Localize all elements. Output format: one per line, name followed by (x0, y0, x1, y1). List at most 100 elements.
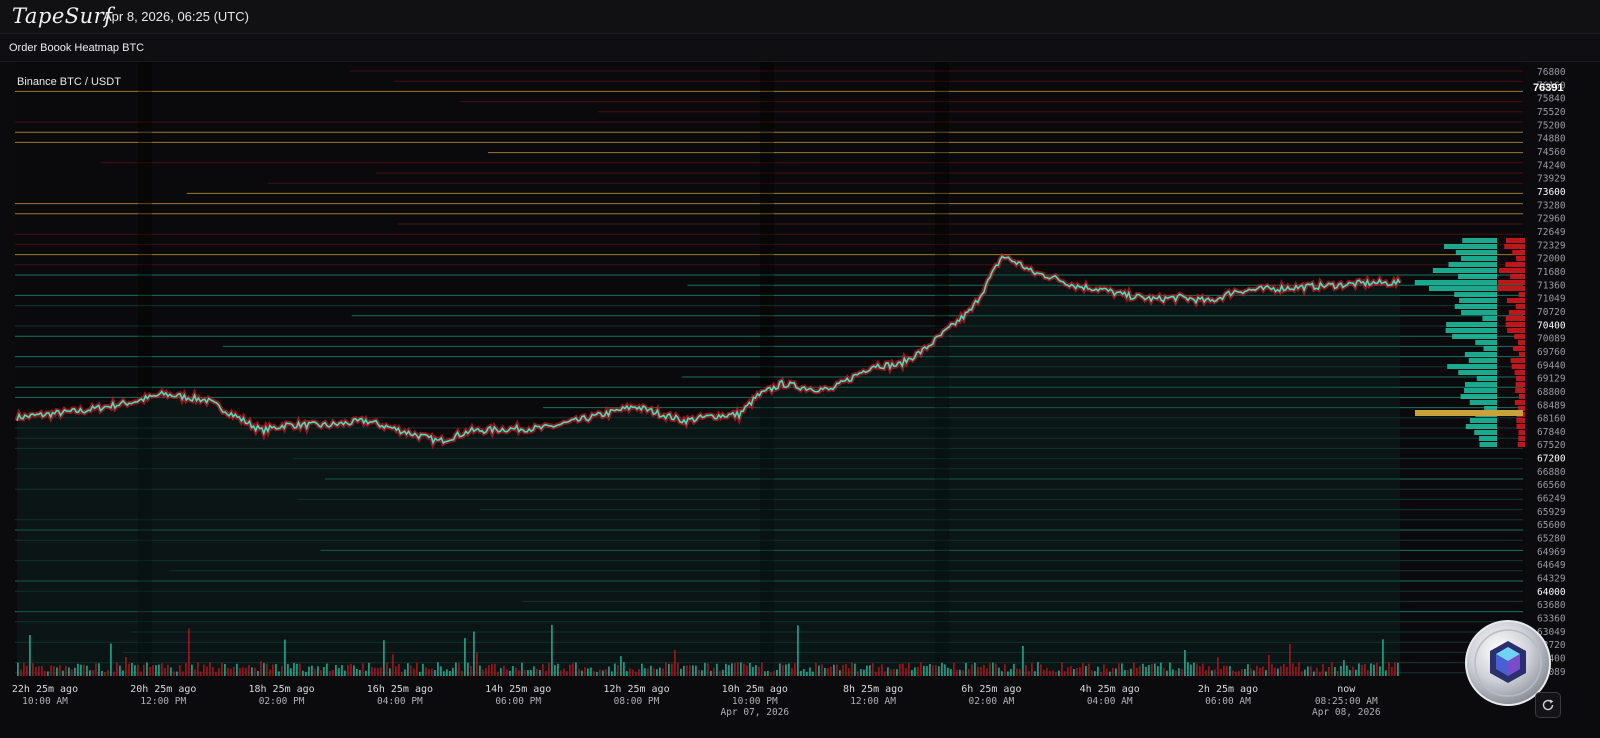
volume-bar (929, 663, 931, 676)
volume-bar (941, 662, 943, 676)
volume-bar (479, 665, 481, 676)
volume-bar (1130, 668, 1132, 676)
volume-bar (149, 666, 151, 676)
volume-bar (1190, 664, 1192, 676)
price-tick-label: 72960 (1537, 214, 1566, 225)
volume-bar (1391, 666, 1393, 676)
volume-bar (152, 665, 154, 676)
volume-bar (728, 665, 730, 676)
depth-bar-ask (1505, 316, 1525, 321)
volume-bar (1073, 669, 1075, 676)
volume-bar (1361, 664, 1363, 676)
volume-bar (707, 663, 709, 676)
volume-bar (1298, 662, 1300, 676)
price-tick-label: 73280 (1537, 200, 1566, 211)
depth-bar-bid (1454, 292, 1497, 297)
volume-bar (212, 667, 214, 676)
volume-bar (1106, 668, 1108, 676)
volume-bar (167, 664, 169, 676)
price-tick-label: 67200 (1537, 454, 1566, 465)
time-tick-ago: 4h 25m ago (1080, 684, 1140, 695)
depth-bar-ask (1511, 364, 1525, 369)
volume-bar (254, 667, 256, 676)
volume-bar (1121, 663, 1123, 676)
volume-bar (125, 657, 127, 676)
volume-bar (710, 670, 712, 676)
time-tick-clock: 06:00 PM (495, 696, 541, 707)
volume-bar (578, 668, 580, 676)
depth-bar-ask (1512, 250, 1525, 255)
volume-bar (1199, 666, 1201, 676)
time-tick-ago: 6h 25m ago (961, 684, 1021, 695)
volume-bar (1313, 671, 1315, 676)
volume-bar (302, 670, 304, 676)
volume-bar (320, 670, 322, 676)
volume-bar (902, 663, 904, 676)
volume-bar (749, 662, 751, 676)
app-logo[interactable]: TapeSurf (12, 4, 113, 28)
volume-bar (593, 671, 595, 676)
volume-bar (1070, 666, 1072, 676)
volume-bar (1247, 664, 1249, 676)
volume-bar (41, 665, 43, 676)
volume-bar (1037, 662, 1039, 676)
volume-bar (1079, 667, 1081, 676)
volume-bar (764, 671, 766, 676)
volume-bar (653, 668, 655, 676)
volume-bar (545, 670, 547, 676)
volume-bar (1058, 670, 1060, 676)
price-tick-label: 70089 (1537, 334, 1566, 345)
volume-bar (467, 662, 469, 676)
volume-bar (113, 671, 115, 676)
volume-bar (887, 667, 889, 676)
volume-bar (377, 668, 379, 676)
volume-bar (353, 665, 355, 676)
volume-bar (956, 669, 958, 676)
volume-bar (1280, 666, 1282, 676)
price-fill (17, 259, 1400, 676)
volume-bar (965, 662, 967, 676)
volume-bar (1112, 667, 1114, 676)
volume-bar (1046, 667, 1048, 676)
volume-bar (1097, 666, 1099, 676)
volume-bar (476, 652, 478, 676)
volume-bar (524, 670, 526, 676)
volume-bar (776, 669, 778, 676)
reset-zoom-button[interactable] (1535, 692, 1561, 718)
depth-bar-ask (1518, 340, 1525, 345)
depth-bar-ask (1514, 370, 1525, 375)
volume-bar (551, 624, 553, 676)
volume-bar (59, 665, 61, 676)
time-tick-date: Apr 07, 2026 (720, 707, 789, 718)
depth-bar-bid (1454, 304, 1497, 309)
heatmap-chart[interactable]: 76800 76160 75840 75520 75200 74880 74560 74240… (0, 62, 1600, 738)
coin-logo-icon[interactable] (1464, 619, 1552, 707)
volume-bar (503, 665, 505, 676)
volume-bar (404, 669, 406, 676)
volume-bar (515, 667, 517, 676)
volume-bar (908, 662, 910, 676)
volume-bar (68, 667, 70, 676)
volume-bar (425, 667, 427, 676)
depth-bar-ask (1499, 268, 1525, 273)
volume-bar (695, 665, 697, 676)
volume-bar (863, 669, 865, 676)
volume-bar (656, 669, 658, 676)
volume-bar (1256, 665, 1258, 676)
volume-bar (1184, 650, 1186, 676)
depth-bar-bid (1445, 328, 1497, 333)
depth-bar-ask (1512, 346, 1525, 351)
depth-bar-bid (1432, 268, 1497, 273)
volume-bar (839, 670, 841, 676)
volume-bar (347, 664, 349, 676)
volume-bar (86, 665, 88, 676)
volume-bar (71, 669, 73, 676)
volume-bar (740, 662, 742, 676)
volume-bar (650, 665, 652, 676)
volume-bar (1238, 670, 1240, 676)
volume-bar (842, 665, 844, 676)
volume-bar (692, 665, 694, 676)
volume-bar (101, 671, 103, 676)
volume-bar (563, 668, 565, 676)
volume-bar (470, 666, 472, 676)
